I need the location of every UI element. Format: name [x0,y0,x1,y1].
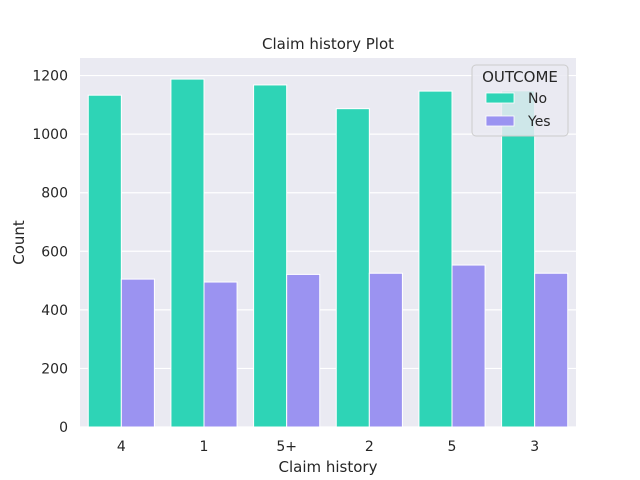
legend-swatch-yes [485,115,515,127]
bar-no [253,84,288,428]
x-tick-label: 1 [200,439,209,455]
legend: OUTCOME No Yes [471,64,569,137]
bar-no [170,78,205,428]
legend-label-no: No [528,91,547,107]
bar-yes [368,272,403,428]
bar-no [87,94,122,428]
chart-title: Claim history Plot [262,35,394,53]
legend-swatch-no [485,92,515,104]
x-axis-ticks: 4 1 5+ 2 5 3 [117,439,539,455]
bar-yes [286,273,321,428]
y-tick-label: 400 [41,303,68,319]
bar-yes [534,272,569,428]
x-tick-label: 5 [448,439,457,455]
bar-yes [203,281,238,428]
y-tick-label: 800 [41,186,68,202]
bar-no [335,108,370,428]
x-tick-label: 3 [530,439,539,455]
bar-yes [120,278,155,428]
bar-no [418,90,453,428]
y-tick-label: 200 [41,361,68,377]
legend-items: No Yes [485,91,551,130]
y-tick-label: 0 [59,420,68,436]
x-tick-label: 4 [117,439,126,455]
bar-no [501,90,536,428]
y-tick-label: 600 [41,244,68,260]
y-tick-label: 1200 [32,69,68,85]
x-tick-label: 5+ [276,439,297,455]
legend-label-yes: Yes [527,114,551,130]
legend-title: OUTCOME [482,68,558,86]
y-axis-title: Count [10,220,28,265]
y-axis-ticks: 0 200 400 600 800 1000 1200 [32,69,68,436]
bar-yes [451,264,486,428]
y-tick-label: 1000 [32,127,68,143]
bars [87,78,569,428]
x-tick-label: 2 [365,439,374,455]
x-axis-title: Claim history [279,458,378,476]
